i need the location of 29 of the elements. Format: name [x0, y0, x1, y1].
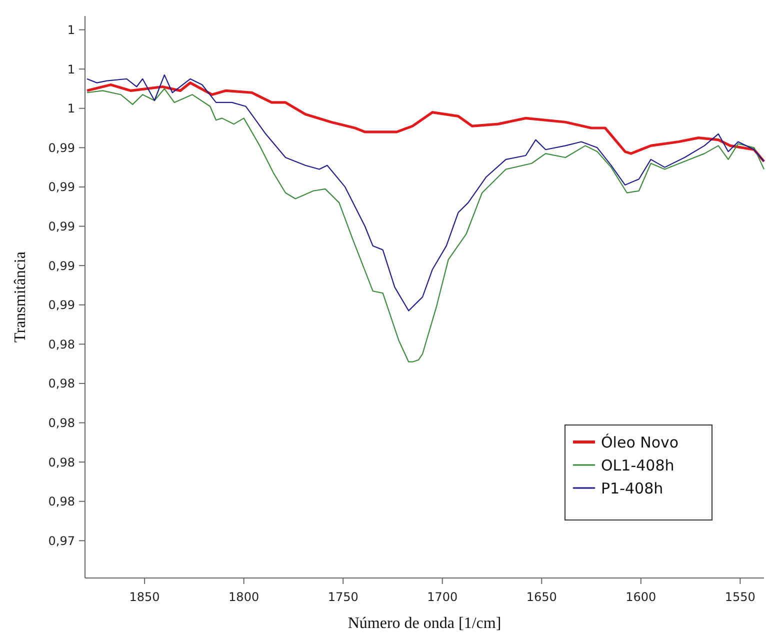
y-tick-label: 1 — [67, 102, 75, 116]
y-tick-label: 0,97 — [48, 534, 75, 548]
x-tick-label: 1700 — [427, 590, 458, 604]
line-series — [86, 74, 765, 312]
y-tick-label: 0,98 — [48, 416, 75, 430]
x-tick-label: 1800 — [228, 590, 260, 604]
y-tick-label: 0,99 — [48, 140, 75, 155]
y-tick-label: 0,99 — [48, 180, 75, 194]
legend-label: P1-408h — [601, 479, 664, 498]
line-series — [86, 88, 765, 362]
y-tick-label: 0,99 — [48, 258, 75, 273]
x-tick-label: 1750 — [328, 590, 358, 604]
y-tick-label: 0,99 — [48, 219, 75, 234]
y-tick-label: 0,98 — [48, 376, 75, 391]
y-tick-label: 0,98 — [48, 455, 75, 470]
y-tick-label: 0,98 — [48, 494, 75, 509]
legend-label: OL1-408h — [601, 456, 674, 474]
x-tick-label: 1600 — [626, 590, 656, 604]
y-tick-label: 0,99 — [48, 298, 75, 312]
x-axis-title: Número de onda [1/cm] — [348, 615, 502, 632]
y-tick-label: 0,98 — [48, 337, 75, 352]
x-tick-label: 1650 — [526, 590, 557, 604]
x-tick-label: 1850 — [129, 590, 160, 604]
y-tick-label: 1 — [67, 62, 75, 76]
line-series — [86, 82, 766, 163]
y-axis-title: Transmitância — [12, 252, 29, 342]
y-tick-label: 1 — [67, 22, 75, 37]
x-tick-label: 1550 — [724, 590, 756, 604]
legend-label: Óleo Novo — [601, 433, 679, 452]
